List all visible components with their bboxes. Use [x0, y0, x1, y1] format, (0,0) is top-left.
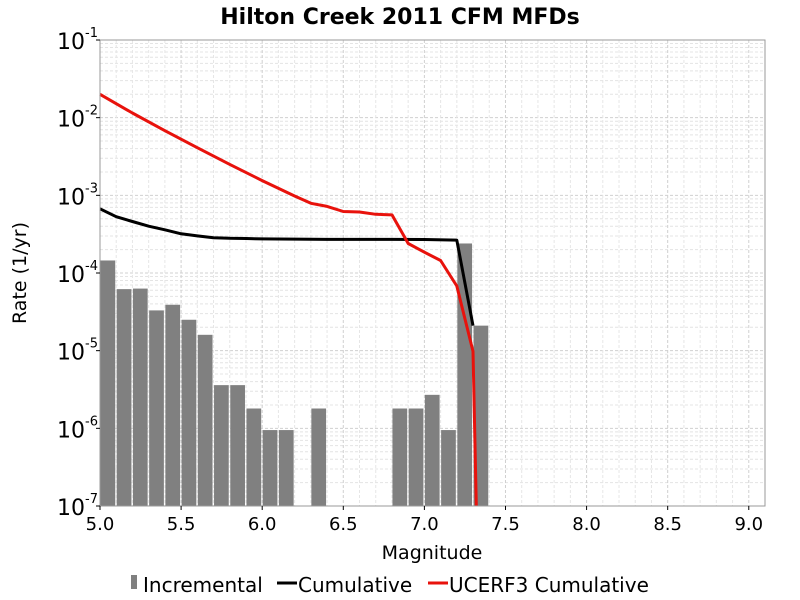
legend-incremental-label: Incremental [143, 573, 263, 597]
incremental-bar [246, 408, 262, 506]
legend-cumulative-label: Cumulative [298, 573, 412, 597]
y-tick-label: 10-5 [57, 337, 98, 366]
incremental-bar [197, 334, 213, 506]
x-axis-ticks: 5.0 5.5 6.0 6.5 7.0 7.5 8.0 8.5 9.0 [86, 506, 763, 535]
x-tick-label: 5.0 [86, 514, 115, 535]
x-axis-label: Magnitude [382, 542, 483, 564]
y-tick-label: 10-1 [57, 26, 98, 55]
y-tick-label: 10-3 [57, 181, 98, 210]
x-tick-label: 9.0 [734, 514, 763, 535]
x-tick-label: 6.0 [248, 514, 277, 535]
y-tick-label: 10-4 [57, 259, 98, 288]
incremental-bar [149, 310, 164, 506]
incremental-bar [262, 430, 278, 506]
y-tick-label: 10-2 [57, 104, 98, 133]
legend: Incremental Cumulative UCERF3 Cumulative [131, 573, 649, 597]
x-tick-label: 6.5 [329, 514, 358, 535]
legend-incremental-swatch [131, 575, 137, 589]
incremental-bar [165, 304, 181, 506]
y-tick-label: 10-6 [57, 414, 98, 443]
incremental-bar [424, 394, 440, 506]
incremental-bar [132, 288, 148, 506]
x-tick-label: 8.5 [653, 514, 682, 535]
incremental-bar [100, 260, 116, 506]
incremental-bars [100, 243, 489, 506]
incremental-bar [441, 430, 456, 506]
x-tick-label: 7.0 [410, 514, 439, 535]
y-tick-label: 10-7 [57, 492, 98, 521]
incremental-bar [392, 408, 408, 506]
chart-title: Hilton Creek 2011 CFM MFDs [220, 5, 579, 30]
x-tick-label: 7.5 [491, 514, 520, 535]
y-axis-label: Rate (1/yr) [9, 222, 31, 324]
x-tick-label: 8.0 [572, 514, 601, 535]
cumulative-lines [99, 93, 478, 507]
incremental-bar [473, 325, 489, 506]
legend-ucerf3-label: UCERF3 Cumulative [449, 573, 649, 597]
incremental-bar [278, 430, 294, 506]
y-axis-ticks: 10-7 10-6 10-5 10-4 10-3 10-2 10-1 [57, 26, 100, 521]
cumulative-line [99, 207, 475, 326]
ucerf3-cumulative-line [99, 93, 478, 507]
x-tick-label: 5.5 [167, 514, 196, 535]
incremental-bar [214, 385, 229, 506]
incremental-bar [181, 319, 197, 506]
incremental-bar [230, 385, 245, 506]
incremental-bar [116, 289, 132, 506]
incremental-bar [311, 408, 327, 506]
incremental-bar [408, 408, 424, 506]
